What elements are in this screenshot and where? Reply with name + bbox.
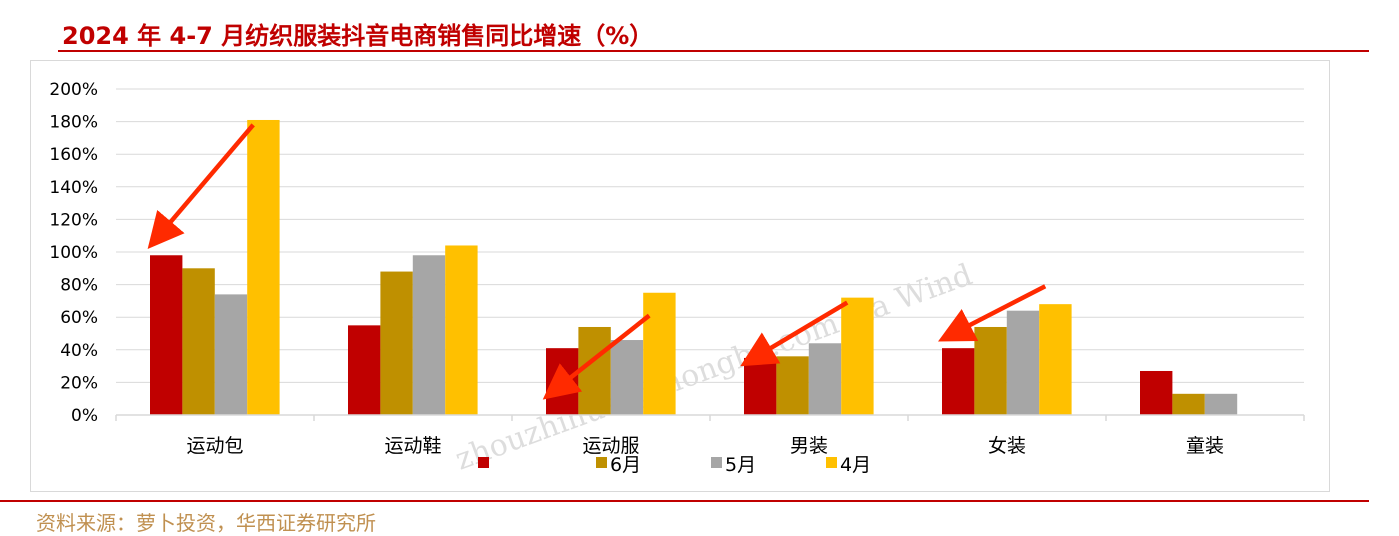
y-tick-label: 40% (60, 341, 98, 361)
y-tick-label: 200% (49, 80, 98, 100)
bar (776, 356, 809, 415)
bar (182, 268, 215, 415)
watermark: zhouzhihua@zhongbe.com via Wind (451, 257, 977, 477)
bar (214, 294, 248, 415)
category-label: 运动包 (186, 435, 243, 457)
y-tick-label: 0% (71, 406, 98, 426)
y-tick-label: 180% (49, 113, 98, 133)
y-tick-label: 140% (49, 178, 98, 198)
category-label: 男装 (790, 435, 828, 457)
bar (1039, 304, 1072, 415)
chart-frame (30, 60, 1330, 492)
page-title: 2024 年 4-7 月纺织服装抖音电商销售同比增速（%） (62, 22, 654, 50)
bar (412, 255, 446, 415)
bar (150, 255, 183, 415)
legend-swatch (478, 457, 489, 468)
bar (643, 292, 676, 415)
bar (974, 326, 1007, 415)
annotation-arrow (938, 284, 1047, 342)
annotation-arrow (542, 313, 651, 400)
y-tick-label: 20% (60, 373, 98, 393)
bar (942, 348, 975, 415)
bar (247, 119, 280, 415)
legend-label: 5月 (725, 454, 756, 476)
bar (578, 326, 611, 415)
bar (1140, 370, 1173, 415)
y-tick-label: 160% (49, 145, 98, 165)
y-tick-label: 80% (60, 276, 98, 296)
bar (744, 357, 777, 415)
category-label: 运动鞋 (384, 435, 441, 457)
legend-label: 4月 (840, 454, 871, 476)
y-tick-label: 120% (49, 210, 98, 230)
bar (808, 343, 842, 415)
category-label: 童装 (1186, 435, 1224, 457)
bar (1172, 393, 1205, 415)
annotation-arrow (147, 123, 255, 249)
y-tick-label: 60% (60, 308, 98, 328)
legend-swatch (826, 457, 837, 468)
source-note: 资料来源：萝卜投资，华西证券研究所 (36, 511, 376, 535)
bar (1006, 310, 1040, 415)
bar (348, 325, 381, 415)
category-label: 运动服 (582, 435, 639, 457)
category-label: 女装 (988, 435, 1026, 457)
legend-swatch (596, 457, 607, 468)
bar (1204, 393, 1238, 415)
source-rule (0, 500, 1369, 502)
title-rule (58, 50, 1369, 52)
y-tick-label: 100% (49, 243, 98, 263)
legend-swatch (711, 457, 722, 468)
annotation-arrow (740, 300, 849, 367)
bar (610, 340, 644, 415)
bar (380, 271, 413, 415)
bar (445, 245, 478, 415)
legend-label: 6月 (610, 454, 641, 476)
bar (841, 297, 874, 415)
